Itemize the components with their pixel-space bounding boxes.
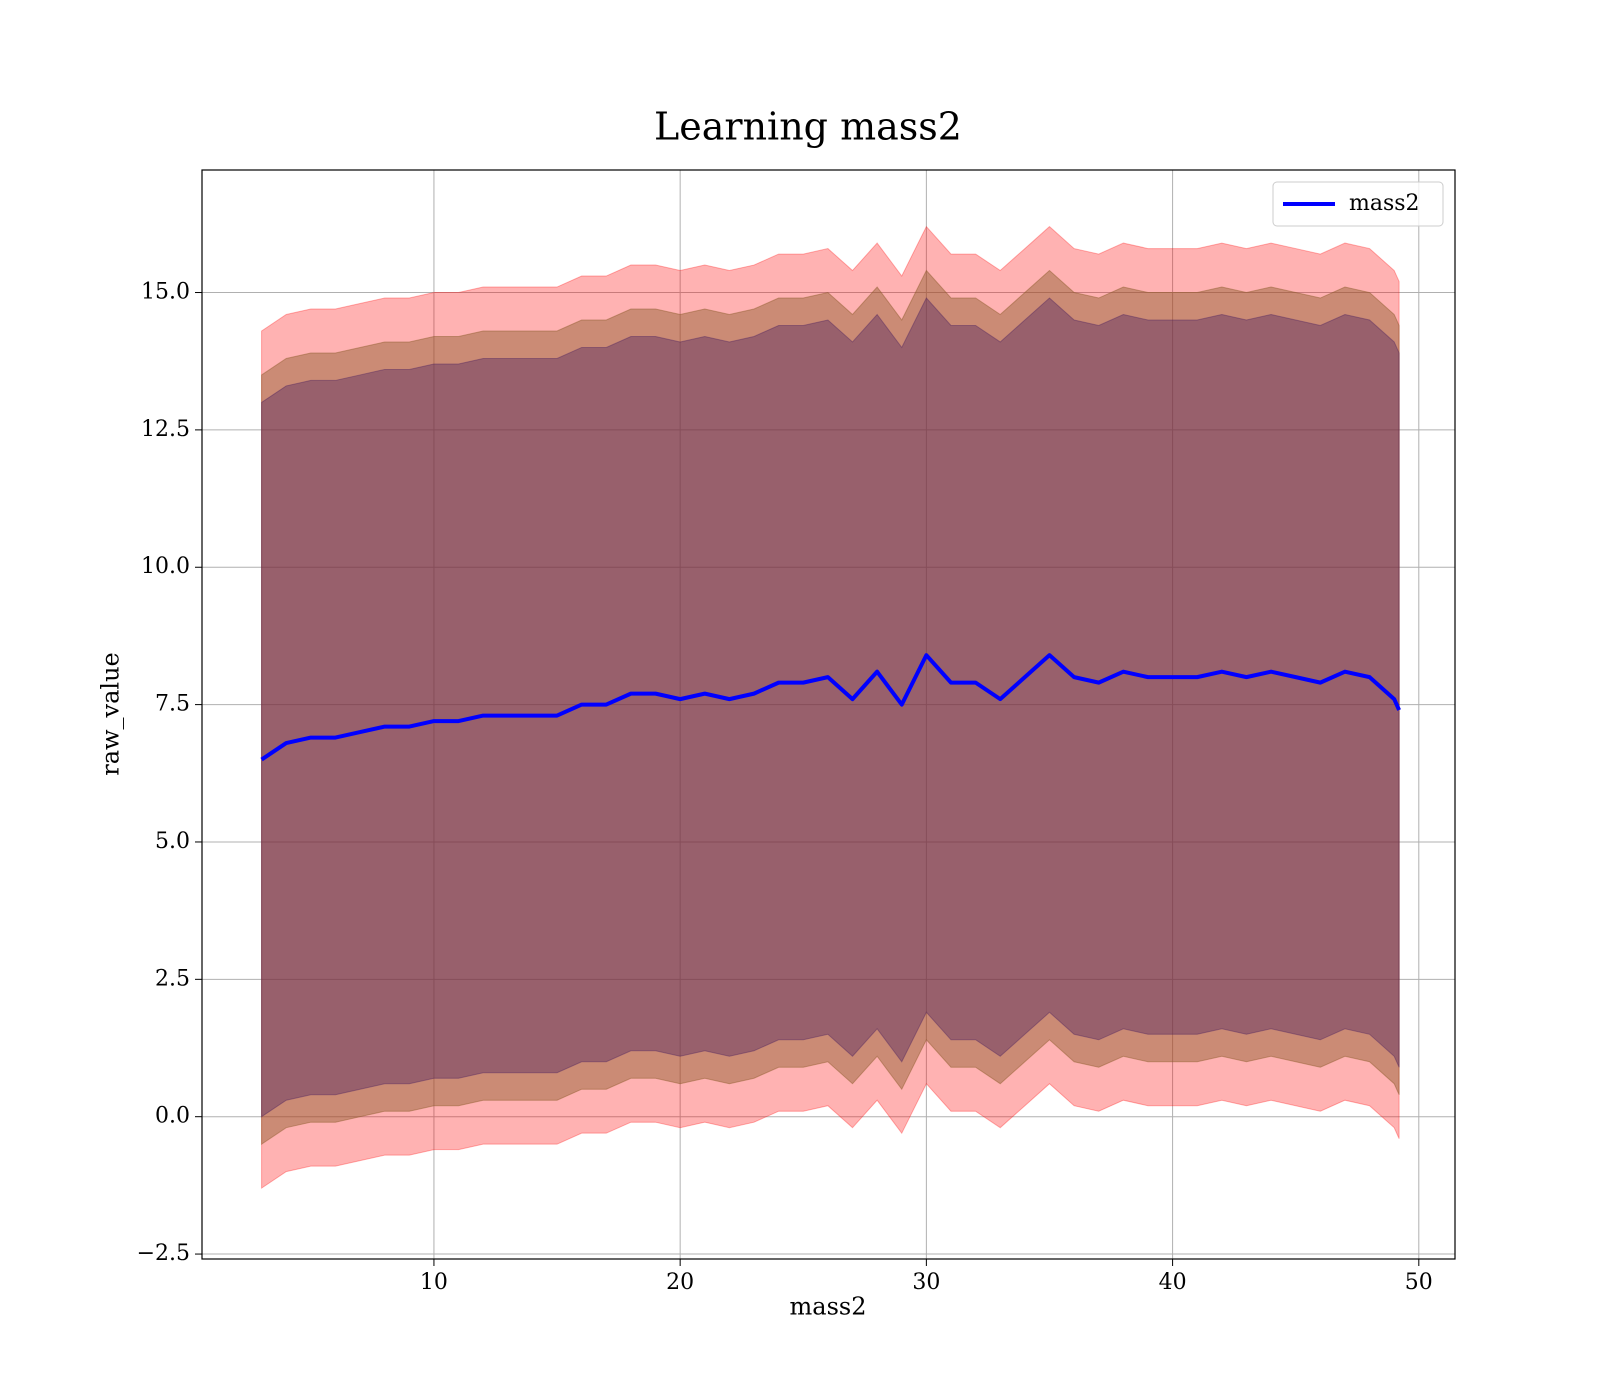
- lines: [260, 653, 1401, 762]
- confidence-band: [261, 225, 1400, 1190]
- ticks: 10 20 30 40 50 −2.5 0.0 2.5 5.0 7.5 10.0 12.5 15.0: [137, 280, 1433, 1295]
- y-tick-label: 5.0: [155, 829, 190, 854]
- y-tick-label: 10.0: [141, 554, 190, 579]
- legend-label: mass2: [1349, 191, 1420, 216]
- grid: [202, 170, 1455, 1259]
- x-tick-label: 20: [666, 1270, 694, 1295]
- y-tick-label: 2.5: [155, 966, 190, 991]
- x-tick-label: 50: [1405, 1270, 1433, 1295]
- x-tick-label: 30: [912, 1270, 940, 1295]
- chart-title: Learning mass2: [654, 105, 962, 149]
- y-axis-label: raw_value: [97, 652, 125, 776]
- confidence-band: [261, 269, 1400, 1146]
- legend-box: [1272, 181, 1444, 227]
- x-axis-label: mass2: [790, 1293, 867, 1321]
- y-tick-label: 0.0: [155, 1104, 190, 1129]
- plot-frame: [201, 169, 1456, 1260]
- y-tick-label: 15.0: [141, 280, 190, 305]
- confidence-band: [261, 297, 1400, 1118]
- x-tick-label: 10: [420, 1270, 448, 1295]
- legend: mass2: [1272, 181, 1444, 227]
- line-series: [260, 653, 1401, 762]
- y-tick-label: 7.5: [155, 692, 190, 717]
- x-tick-label: 40: [1159, 1270, 1187, 1295]
- y-tick-label: 12.5: [141, 417, 190, 442]
- y-tick-label: −2.5: [137, 1241, 190, 1266]
- bands: [261, 225, 1400, 1190]
